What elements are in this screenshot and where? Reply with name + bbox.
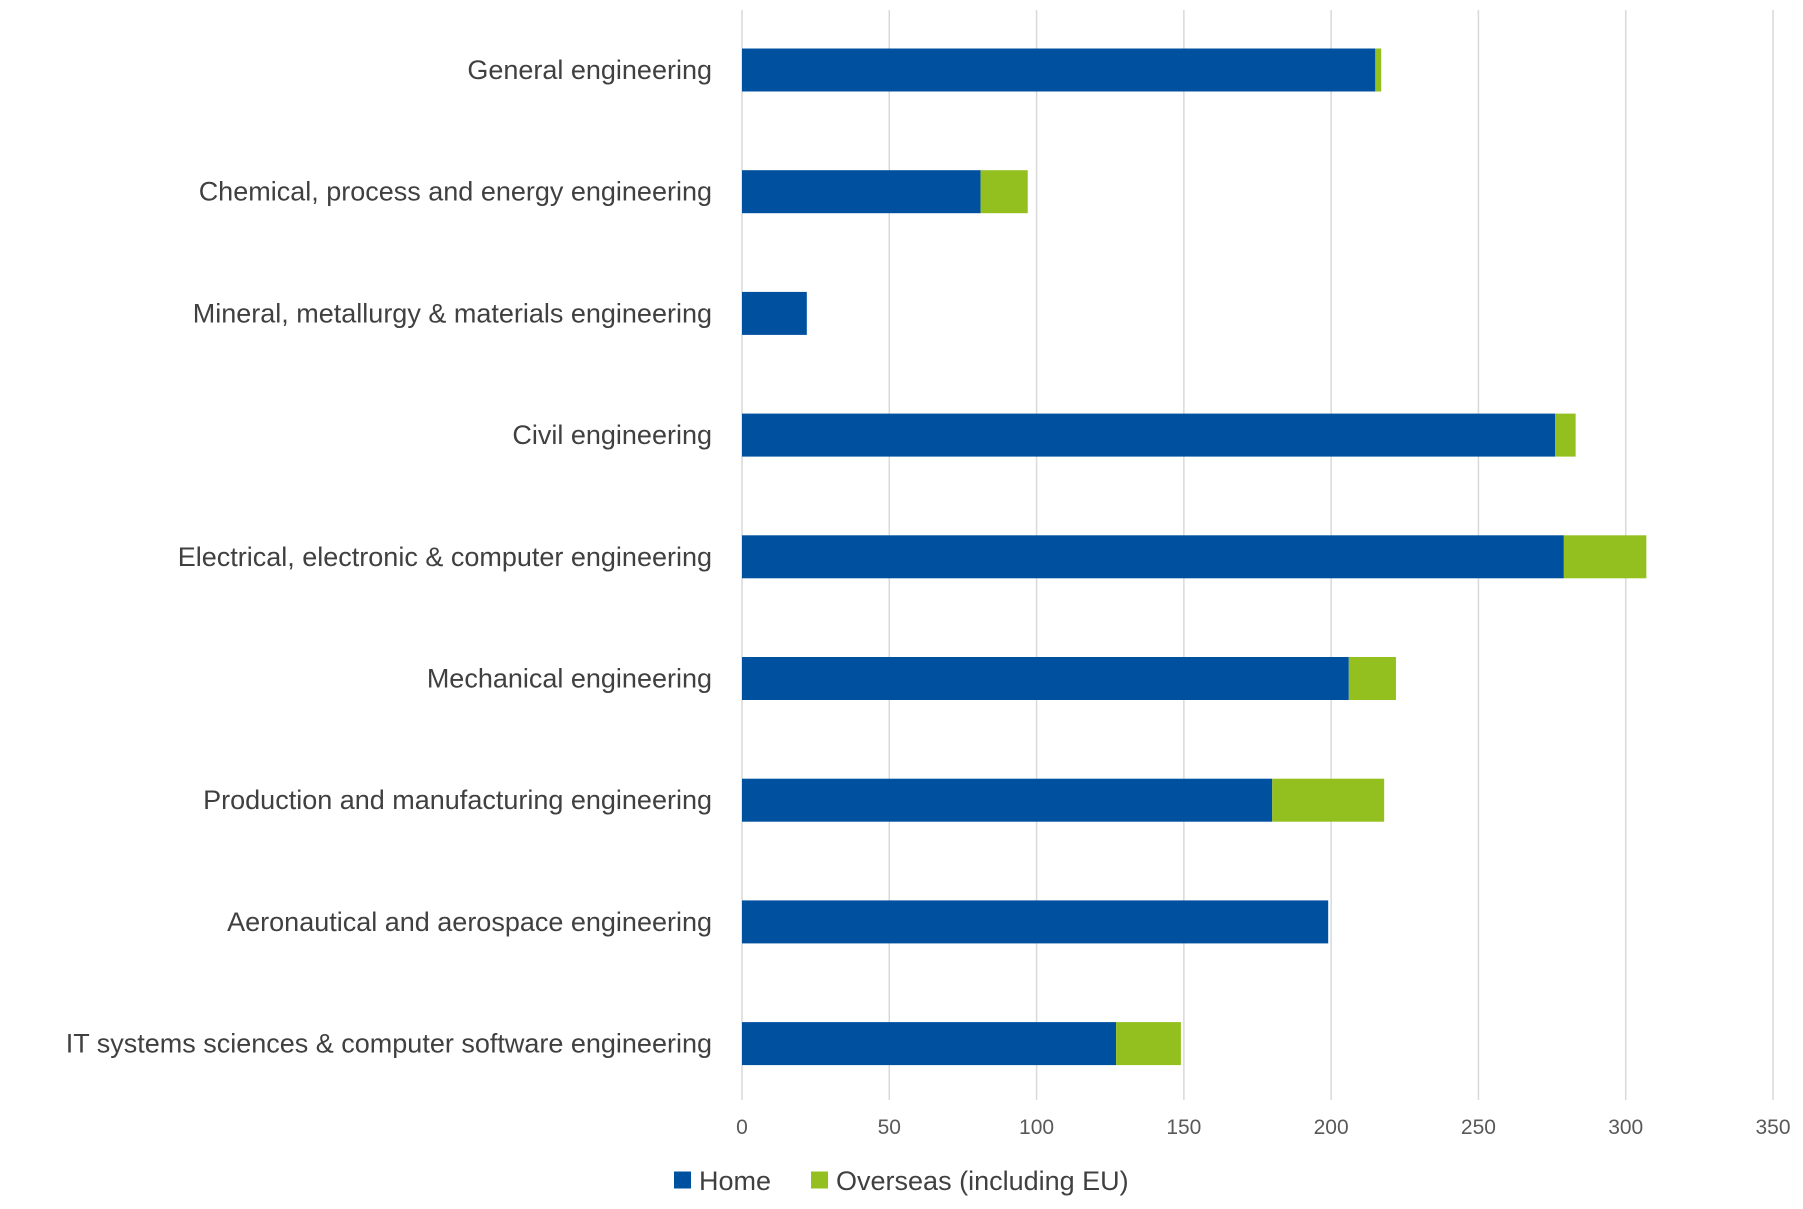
legend-item-home: Home bbox=[674, 1166, 771, 1196]
bar-home-civil-engineering bbox=[742, 413, 1556, 457]
x-tick-label: 100 bbox=[1019, 1116, 1054, 1139]
bar-home-it-systems-sciences-computer-software-engineering bbox=[742, 1022, 1117, 1066]
x-tick-label: 350 bbox=[1755, 1116, 1790, 1139]
legend-label: Home bbox=[699, 1166, 771, 1196]
legend-item-overseas-including-eu: Overseas (including EU) bbox=[811, 1166, 1129, 1196]
bar-home-aeronautical-and-aerospace-engineering bbox=[742, 900, 1329, 944]
x-tick-label: 250 bbox=[1461, 1116, 1496, 1139]
category-label: Mechanical engineering bbox=[427, 664, 712, 694]
bar-home-production-and-manufacturing-engineering bbox=[742, 778, 1273, 822]
bars bbox=[742, 48, 1647, 1066]
x-tick-label: 150 bbox=[1166, 1116, 1201, 1139]
legend: Home Overseas (including EU) bbox=[674, 1166, 1129, 1196]
legend-label: Overseas (including EU) bbox=[836, 1166, 1129, 1196]
category-label: Civil engineering bbox=[512, 420, 712, 450]
bar-home-mineral-metallurgy-materials-engineering bbox=[742, 291, 807, 335]
category-labels: General engineering Chemical, process and… bbox=[66, 55, 712, 1059]
x-axis-tick-labels: 0 50 100 150 200 250 300 350 bbox=[736, 1116, 1790, 1139]
bar-overseas-including-eu-production-and-manufacturing-engineering bbox=[1272, 778, 1385, 822]
category-label: Production and manufacturing engineering bbox=[203, 785, 712, 815]
x-tick-label: 0 bbox=[736, 1116, 748, 1139]
bar-home-chemical-process-and-energy-engineering bbox=[742, 170, 981, 214]
bar-home-electrical-electronic-computer-engineering bbox=[742, 535, 1564, 579]
x-tick-label: 300 bbox=[1608, 1116, 1643, 1139]
bar-overseas-including-eu-it-systems-sciences-computer-software-engineering bbox=[1116, 1022, 1181, 1066]
bar-overseas-including-eu-civil-engineering bbox=[1555, 413, 1576, 457]
legend-swatch bbox=[674, 1171, 691, 1189]
x-tick-label: 50 bbox=[878, 1116, 901, 1139]
category-label: General engineering bbox=[467, 55, 712, 85]
category-label: Chemical, process and energy engineering bbox=[199, 177, 712, 207]
category-label: Mineral, metallurgy & materials engineer… bbox=[193, 298, 712, 328]
bar-overseas-including-eu-chemical-process-and-energy-engineering bbox=[980, 170, 1028, 214]
bar-overseas-including-eu-general-engineering bbox=[1375, 48, 1382, 92]
x-tick-label: 200 bbox=[1314, 1116, 1349, 1139]
bar-home-general-engineering bbox=[742, 48, 1376, 92]
legend-swatch bbox=[811, 1171, 829, 1189]
bar-overseas-including-eu-electrical-electronic-computer-engineering bbox=[1563, 535, 1647, 579]
bar-overseas-including-eu-mechanical-engineering bbox=[1348, 657, 1396, 700]
category-label: Electrical, electronic & computer engine… bbox=[178, 542, 712, 572]
bar-home-mechanical-engineering bbox=[742, 657, 1349, 700]
category-label: Aeronautical and aerospace engineering bbox=[227, 907, 712, 937]
category-label: IT systems sciences & computer software … bbox=[66, 1029, 712, 1059]
